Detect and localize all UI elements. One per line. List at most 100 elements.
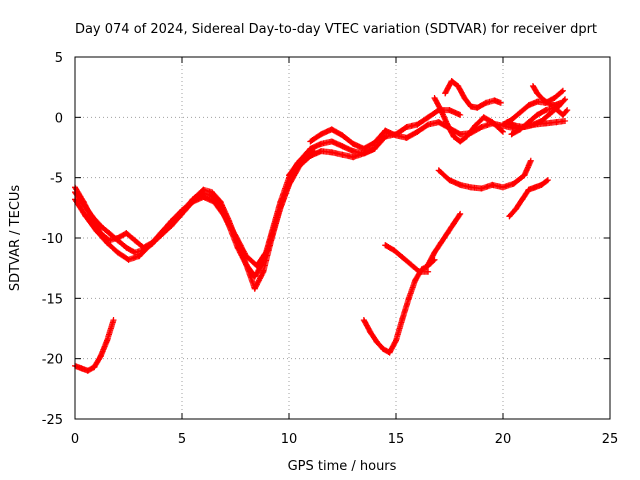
x-tick-label: 0 — [71, 432, 79, 447]
data-point — [512, 206, 519, 213]
data-point — [437, 107, 444, 114]
data-point — [478, 123, 485, 130]
data-point — [437, 239, 444, 246]
data-point — [448, 78, 455, 85]
data-point — [557, 99, 564, 106]
data-point — [497, 99, 504, 106]
data-point — [538, 117, 545, 124]
data-point — [380, 346, 387, 353]
data-point — [232, 232, 239, 239]
x-tick-label: 10 — [281, 432, 298, 447]
data-point — [286, 181, 292, 188]
data-point — [506, 213, 513, 220]
x-tick-label: 5 — [178, 432, 186, 447]
data-point — [382, 242, 389, 249]
data-point — [455, 82, 462, 89]
data-point — [251, 285, 258, 292]
data-point — [393, 132, 399, 139]
data-point — [431, 249, 438, 256]
series-track-j — [504, 96, 569, 130]
chart-title: Day 074 of 2024, Sidereal Day-to-day VTE… — [75, 22, 597, 37]
data-point — [457, 131, 464, 138]
data-point — [360, 145, 367, 152]
data-point — [403, 123, 410, 130]
data-point — [538, 95, 545, 102]
data-point — [318, 140, 325, 147]
data-point — [444, 230, 451, 237]
data-point — [482, 99, 489, 106]
data-point — [450, 220, 457, 227]
data-point — [260, 268, 267, 275]
data-point — [425, 261, 432, 268]
data-point — [307, 145, 314, 152]
data-point — [80, 198, 87, 205]
data-point — [538, 181, 545, 188]
data-point — [529, 82, 536, 89]
data-point — [517, 109, 524, 116]
data-point — [559, 87, 566, 94]
data-point — [189, 198, 196, 205]
data-point — [416, 268, 423, 275]
data-point — [403, 134, 410, 141]
data-point — [200, 193, 207, 200]
series-marks — [435, 158, 534, 192]
data-point — [371, 139, 378, 146]
data-point — [131, 249, 138, 256]
data-point — [123, 230, 130, 237]
data-point — [467, 103, 474, 110]
data-point — [307, 138, 314, 145]
data-point — [461, 95, 468, 102]
series-track-q — [425, 210, 464, 268]
data-point — [562, 96, 569, 103]
data-point — [562, 117, 569, 124]
data-point — [435, 167, 442, 174]
data-point — [446, 177, 453, 184]
data-point — [97, 353, 104, 360]
series-track-l — [435, 157, 534, 192]
data-point — [114, 249, 121, 256]
y-tick-label: -10 — [42, 232, 63, 247]
series-track-m — [506, 177, 551, 220]
data-point — [339, 132, 346, 139]
y-tick-label: 5 — [55, 51, 63, 66]
data-point — [542, 107, 549, 114]
data-point — [82, 213, 89, 220]
series-marks — [425, 211, 463, 268]
data-point — [373, 338, 380, 345]
data-point — [414, 128, 421, 135]
data-point — [463, 133, 470, 140]
data-point — [480, 114, 487, 121]
data-point — [534, 111, 541, 118]
data-point — [414, 121, 421, 128]
data-point — [307, 152, 314, 159]
data-point — [450, 133, 457, 140]
data-point — [264, 247, 271, 254]
data-point — [551, 102, 558, 109]
data-point — [168, 218, 175, 225]
data-point — [467, 184, 474, 191]
data-point — [457, 181, 464, 188]
data-point — [84, 367, 91, 374]
data-points — [72, 78, 571, 374]
data-point — [253, 262, 260, 269]
data-point — [221, 213, 228, 220]
series-marks — [382, 242, 430, 275]
y-tick-label: -5 — [50, 172, 63, 187]
data-point — [367, 329, 374, 336]
data-point — [328, 126, 335, 133]
series-track-g — [442, 78, 504, 111]
data-point — [339, 143, 346, 150]
y-tick-label: 0 — [55, 111, 63, 126]
data-point — [296, 157, 303, 164]
data-point — [564, 107, 571, 114]
data-point — [489, 119, 496, 126]
series-track-k — [529, 82, 564, 109]
data-point — [123, 244, 130, 251]
data-point — [551, 95, 558, 102]
data-point — [386, 349, 393, 356]
data-point — [425, 268, 432, 275]
data-point — [286, 172, 292, 179]
y-tick-label: -25 — [42, 413, 63, 428]
data-point — [412, 277, 419, 284]
data-point — [559, 111, 566, 118]
